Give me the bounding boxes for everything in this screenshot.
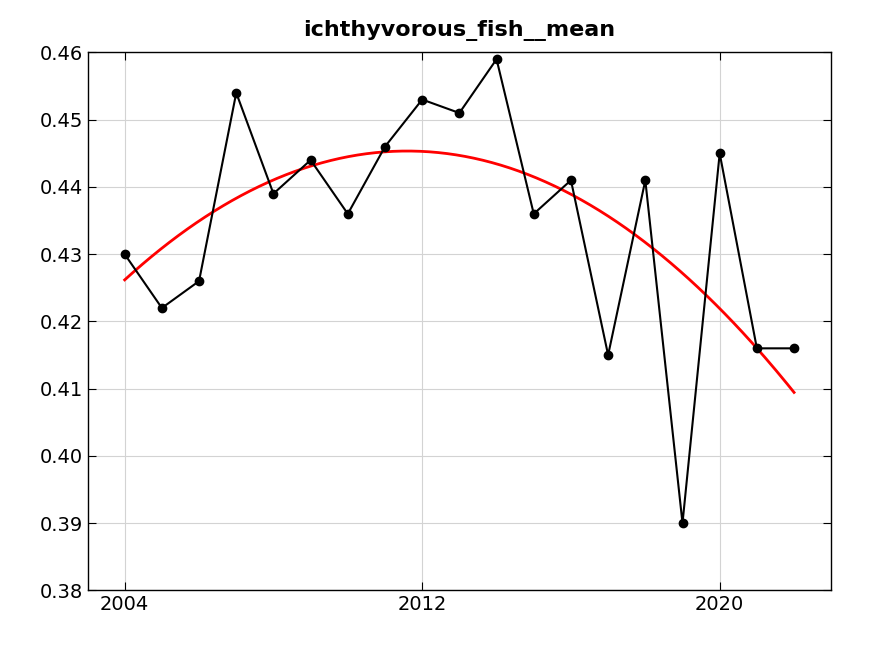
Title: ichthyvorous_fish__mean: ichthyvorous_fish__mean [304,20,615,41]
